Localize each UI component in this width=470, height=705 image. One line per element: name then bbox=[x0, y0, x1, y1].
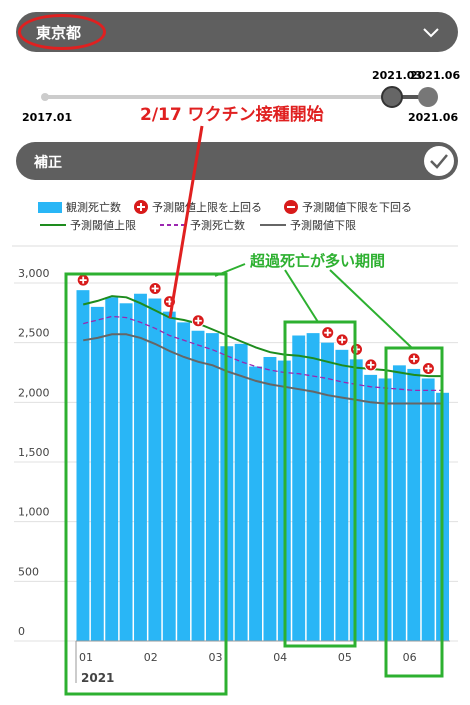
highlight-ring bbox=[18, 14, 106, 50]
lower-threshold-line bbox=[83, 333, 443, 405]
axes: 0 500 1,000 1,500 2,000 2,500 3,000 01 02 03 04 05 0… bbox=[18, 267, 450, 685]
bar bbox=[76, 290, 90, 641]
arrow bbox=[329, 269, 413, 349]
y-tick-label: 1,500 bbox=[18, 446, 50, 459]
y-tick-label: 0 bbox=[18, 625, 25, 638]
legend-item: 予測閾値下限を下回る bbox=[284, 200, 412, 214]
slider-end-label: 2021.06 bbox=[408, 111, 458, 124]
legend-label: 予測閾値下限 bbox=[290, 218, 356, 232]
above-threshold-marker bbox=[148, 282, 162, 296]
upper-threshold-line bbox=[82, 295, 443, 378]
bar bbox=[407, 368, 421, 641]
bar bbox=[105, 297, 119, 641]
legend-label: 予測死亡数 bbox=[190, 218, 245, 232]
legend-label: 予測閾値上限 bbox=[70, 218, 136, 232]
adjust-toggle[interactable]: 補正 bbox=[16, 142, 458, 180]
markers bbox=[76, 273, 435, 375]
excess-annotation: 超過死亡が多い期間 bbox=[250, 252, 386, 270]
bar bbox=[249, 366, 262, 641]
legend-item: 予測閾値下限 bbox=[260, 218, 356, 232]
bar bbox=[90, 306, 104, 641]
bar bbox=[292, 335, 306, 641]
bar bbox=[321, 342, 334, 641]
slider-handle-a-label: 2021.03 bbox=[372, 69, 422, 82]
bar bbox=[335, 349, 349, 641]
above-threshold-marker bbox=[421, 361, 435, 375]
slider-handle-b-label: 2021.06 bbox=[410, 69, 460, 82]
x-tick-label: 03 bbox=[208, 651, 222, 664]
arrow bbox=[284, 269, 319, 323]
bar bbox=[392, 365, 406, 641]
highlight-box bbox=[283, 320, 357, 648]
arrow bbox=[214, 263, 246, 277]
bar bbox=[148, 298, 162, 641]
x-tick-label: 06 bbox=[403, 651, 417, 664]
legend-label: 予測閾値下限を下回る bbox=[302, 200, 412, 214]
legend-bar-swatch bbox=[38, 202, 62, 213]
above-threshold-marker bbox=[407, 352, 421, 366]
adjust-label: 補正 bbox=[34, 155, 62, 171]
bar bbox=[364, 374, 378, 641]
slider-handle-start[interactable] bbox=[381, 86, 403, 108]
bar bbox=[263, 356, 277, 641]
chevron-down-icon bbox=[423, 28, 439, 38]
bar bbox=[421, 378, 435, 641]
y-tick-label: 2,500 bbox=[18, 327, 50, 340]
year-label: 2021 bbox=[81, 671, 114, 685]
above-threshold-marker bbox=[321, 326, 335, 340]
legend-label: 観測死亡数 bbox=[66, 200, 121, 214]
slider-start-label: 2017.01 bbox=[22, 111, 72, 124]
x-tick-label: 04 bbox=[273, 651, 287, 664]
above-threshold-marker bbox=[76, 273, 90, 287]
threshold-lines bbox=[82, 295, 443, 405]
vaccine-annotation: 2/17 ワクチン接種開始 bbox=[140, 105, 324, 125]
above-threshold-marker bbox=[335, 333, 349, 347]
legend-item: 予測死亡数 bbox=[160, 218, 245, 232]
bar bbox=[119, 303, 133, 641]
bar bbox=[306, 333, 320, 641]
bar bbox=[177, 322, 191, 641]
x-tick-label: 05 bbox=[338, 651, 352, 664]
slider-handle-end[interactable] bbox=[418, 87, 438, 107]
highlight-box bbox=[64, 272, 228, 696]
highlight-box bbox=[384, 346, 444, 678]
y-tick-label: 1,000 bbox=[18, 506, 50, 519]
y-tick-label: 2,000 bbox=[18, 386, 50, 399]
bar bbox=[191, 330, 205, 641]
above-threshold-marker bbox=[364, 358, 378, 372]
legend-item: 予測閾値上限を上回る bbox=[134, 200, 262, 214]
above-threshold-marker bbox=[191, 314, 205, 328]
region-selector[interactable]: 東京都 bbox=[16, 12, 458, 52]
annotation-overlay bbox=[64, 125, 444, 696]
legend-label: 予測閾値上限を上回る bbox=[152, 200, 262, 214]
legend-item: 予測閾値上限 bbox=[40, 218, 136, 232]
date-slider[interactable]: 2017.01 2021.06 2021.03 2021.06 bbox=[0, 0, 470, 140]
bar bbox=[234, 343, 248, 641]
x-tick-label: 02 bbox=[144, 651, 158, 664]
y-tick-label: 500 bbox=[18, 565, 39, 578]
x-tick-label: 01 bbox=[79, 651, 93, 664]
check-icon bbox=[424, 146, 454, 176]
bar bbox=[134, 293, 147, 641]
vaccine-arrow bbox=[168, 125, 204, 319]
bar bbox=[162, 311, 176, 641]
bar bbox=[205, 333, 219, 641]
y-tick-label: 3,000 bbox=[18, 267, 50, 280]
bars bbox=[76, 290, 449, 641]
legend-item: 観測死亡数 bbox=[38, 200, 121, 214]
